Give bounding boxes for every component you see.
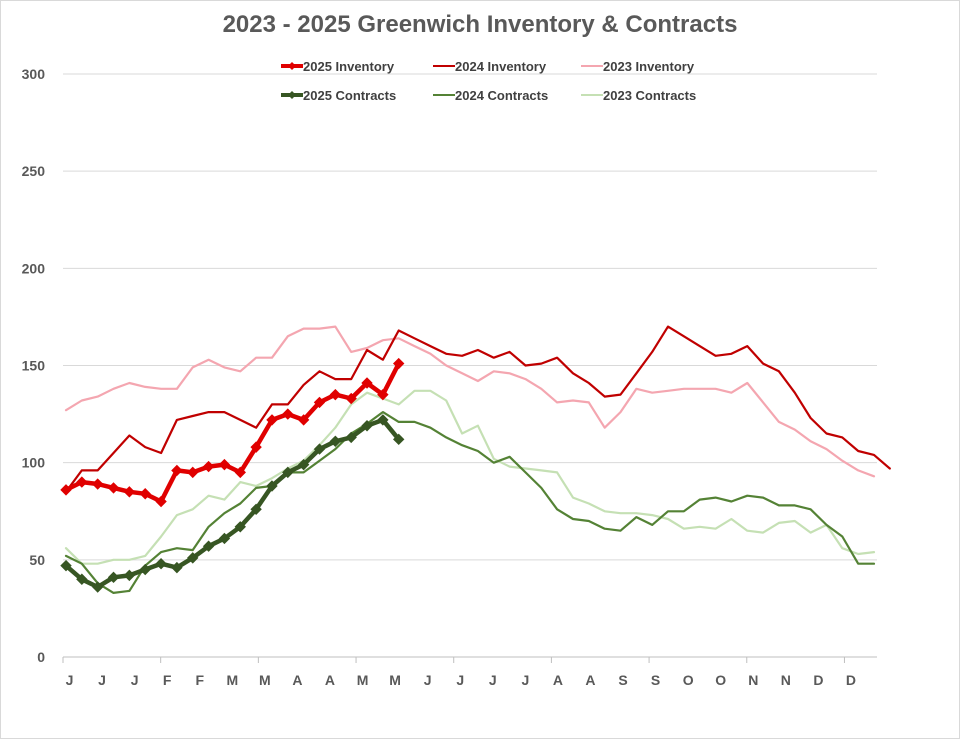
legend-2025-contracts-marker [288,91,296,99]
data-point-2025-contracts [345,431,357,444]
data-point-2025-contracts [187,552,199,564]
y-tick-label: 150 [22,358,46,374]
data-point-2025-inventory [266,414,278,426]
data-point-2025-inventory [345,392,357,405]
data-point-2025-contracts [329,435,342,447]
x-tick-label: J [456,672,464,688]
data-point-2025-inventory [60,484,72,496]
x-tick-label: M [357,672,369,688]
x-tick-label: D [846,672,856,688]
data-point-2025-contracts [76,573,88,585]
legend-2025-inventory-label: 2025 Inventory [303,59,395,74]
data-point-2025-contracts [60,559,72,572]
series-line-2024-contracts [64,411,876,595]
data-point-2025-inventory [361,377,373,389]
y-tick-label: 250 [22,163,46,179]
legend-2023-contracts-label: 2023 Contracts [603,88,696,103]
data-point-2025-inventory [202,460,215,473]
y-tick-label: 50 [29,552,45,568]
data-point-2025-contracts [107,571,120,584]
x-tick-label: J [66,672,74,688]
x-tick-label: J [98,672,106,688]
data-point-2025-contracts [377,414,389,426]
series-line-2024-inventory [64,325,891,493]
data-point-2025-contracts [171,561,183,574]
data-point-2025-inventory [282,408,294,420]
data-point-2025-contracts [123,569,136,582]
x-tick-label: A [553,672,563,688]
x-tick-label: O [715,672,726,688]
data-point-2025-inventory [123,486,136,498]
data-point-2025-inventory [107,482,120,494]
data-point-2025-inventory [218,458,231,471]
data-point-2025-inventory [313,396,326,409]
x-tick-label: M [259,672,271,688]
data-point-2025-inventory [91,478,104,490]
x-tick-label: N [781,672,791,688]
x-tick-label: O [683,672,694,688]
x-tick-label: J [424,672,432,688]
data-point-2025-contracts [139,563,151,576]
y-tick-label: 100 [22,455,46,471]
x-tick-label: J [489,672,497,688]
data-point-2025-contracts [266,480,278,492]
legend-2024-contracts-label: 2024 Contracts [455,88,548,103]
x-tick-label: J [521,672,529,688]
data-point-2025-inventory [377,388,389,401]
x-tick-label: N [748,672,758,688]
series-line-2025-inventory [63,361,401,504]
data-point-2025-inventory [76,476,88,488]
data-point-2025-contracts [297,458,310,471]
x-tick-label: M [226,672,238,688]
legend-2023-inventory-label: 2023 Inventory [603,59,695,74]
data-point-2025-inventory [171,464,183,477]
data-point-2025-contracts [282,466,294,479]
y-tick-label: 0 [37,649,45,665]
data-point-2025-contracts [155,558,167,570]
data-point-2025-inventory [139,488,151,500]
legend-2025-inventory-marker [288,62,296,70]
data-point-2025-inventory [329,388,342,401]
data-point-2025-contracts [234,521,246,533]
data-point-2025-inventory [250,441,262,453]
data-point-2025-contracts [313,443,326,455]
data-point-2025-inventory [155,495,167,508]
x-tick-label: M [389,672,401,688]
x-tick-label: J [131,672,139,688]
data-point-2025-contracts [250,503,262,516]
x-tick-label: A [292,672,302,688]
legend-2024-inventory-label: 2024 Inventory [455,59,547,74]
data-point-2025-contracts [202,540,215,552]
data-point-2025-contracts [392,433,405,446]
x-tick-label: S [651,672,660,688]
series-line-2025-contracts [63,417,401,590]
y-tick-label: 300 [22,66,46,82]
x-tick-label: D [813,672,823,688]
data-point-2025-inventory [392,357,405,370]
legend-2025-contracts-label: 2025 Contracts [303,88,396,103]
data-point-2025-contracts [361,420,373,432]
data-point-2025-contracts [218,532,231,545]
y-tick-label: 200 [22,260,46,276]
x-tick-label: A [585,672,595,688]
x-tick-label: S [618,672,627,688]
chart-title: 2023 - 2025 Greenwich Inventory & Contra… [222,11,738,38]
x-tick-label: F [195,672,204,688]
x-tick-label: A [325,672,335,688]
data-point-2025-inventory [297,414,310,426]
series-line-2023-inventory [64,325,876,478]
data-point-2025-inventory [234,466,246,479]
data-point-2025-inventory [187,466,199,479]
data-point-2025-contracts [91,581,104,593]
x-tick-label: F [163,672,172,688]
series-line-2023-contracts [64,389,876,565]
